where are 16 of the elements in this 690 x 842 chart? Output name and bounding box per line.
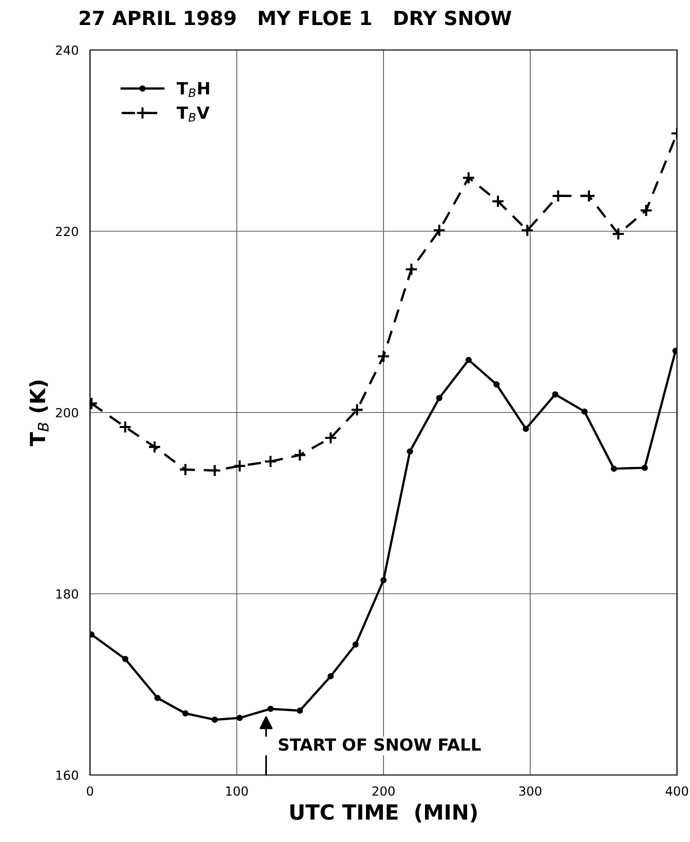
legend-label: T$_{B}$V (176, 106, 210, 122)
chart-title: 27 APRIL 1989 MY FLOE 1 DRY SNOW (80, 10, 512, 26)
y-tick-label: 220 (56, 226, 78, 236)
x-tick-label: 300 (519, 786, 542, 796)
y-axis-title: T$_{B}$ (K) (29, 380, 49, 446)
y-tick-label: 160 (56, 770, 78, 780)
x-tick-label: 400 (666, 786, 688, 796)
legend-label: T$_{B}$H (176, 82, 210, 98)
x-tick-label: 200 (372, 786, 395, 796)
x-tick-label: 100 (226, 786, 248, 796)
y-tick-label: 180 (56, 589, 78, 599)
x-tick-label: 0 (86, 786, 94, 796)
x-axis-title: UTC TIME (MIN) (290, 804, 477, 822)
y-tick-label: 200 (56, 408, 78, 418)
y-tick-label: 240 (56, 45, 78, 55)
annotation: START OF SNOW FALL (278, 738, 481, 751)
